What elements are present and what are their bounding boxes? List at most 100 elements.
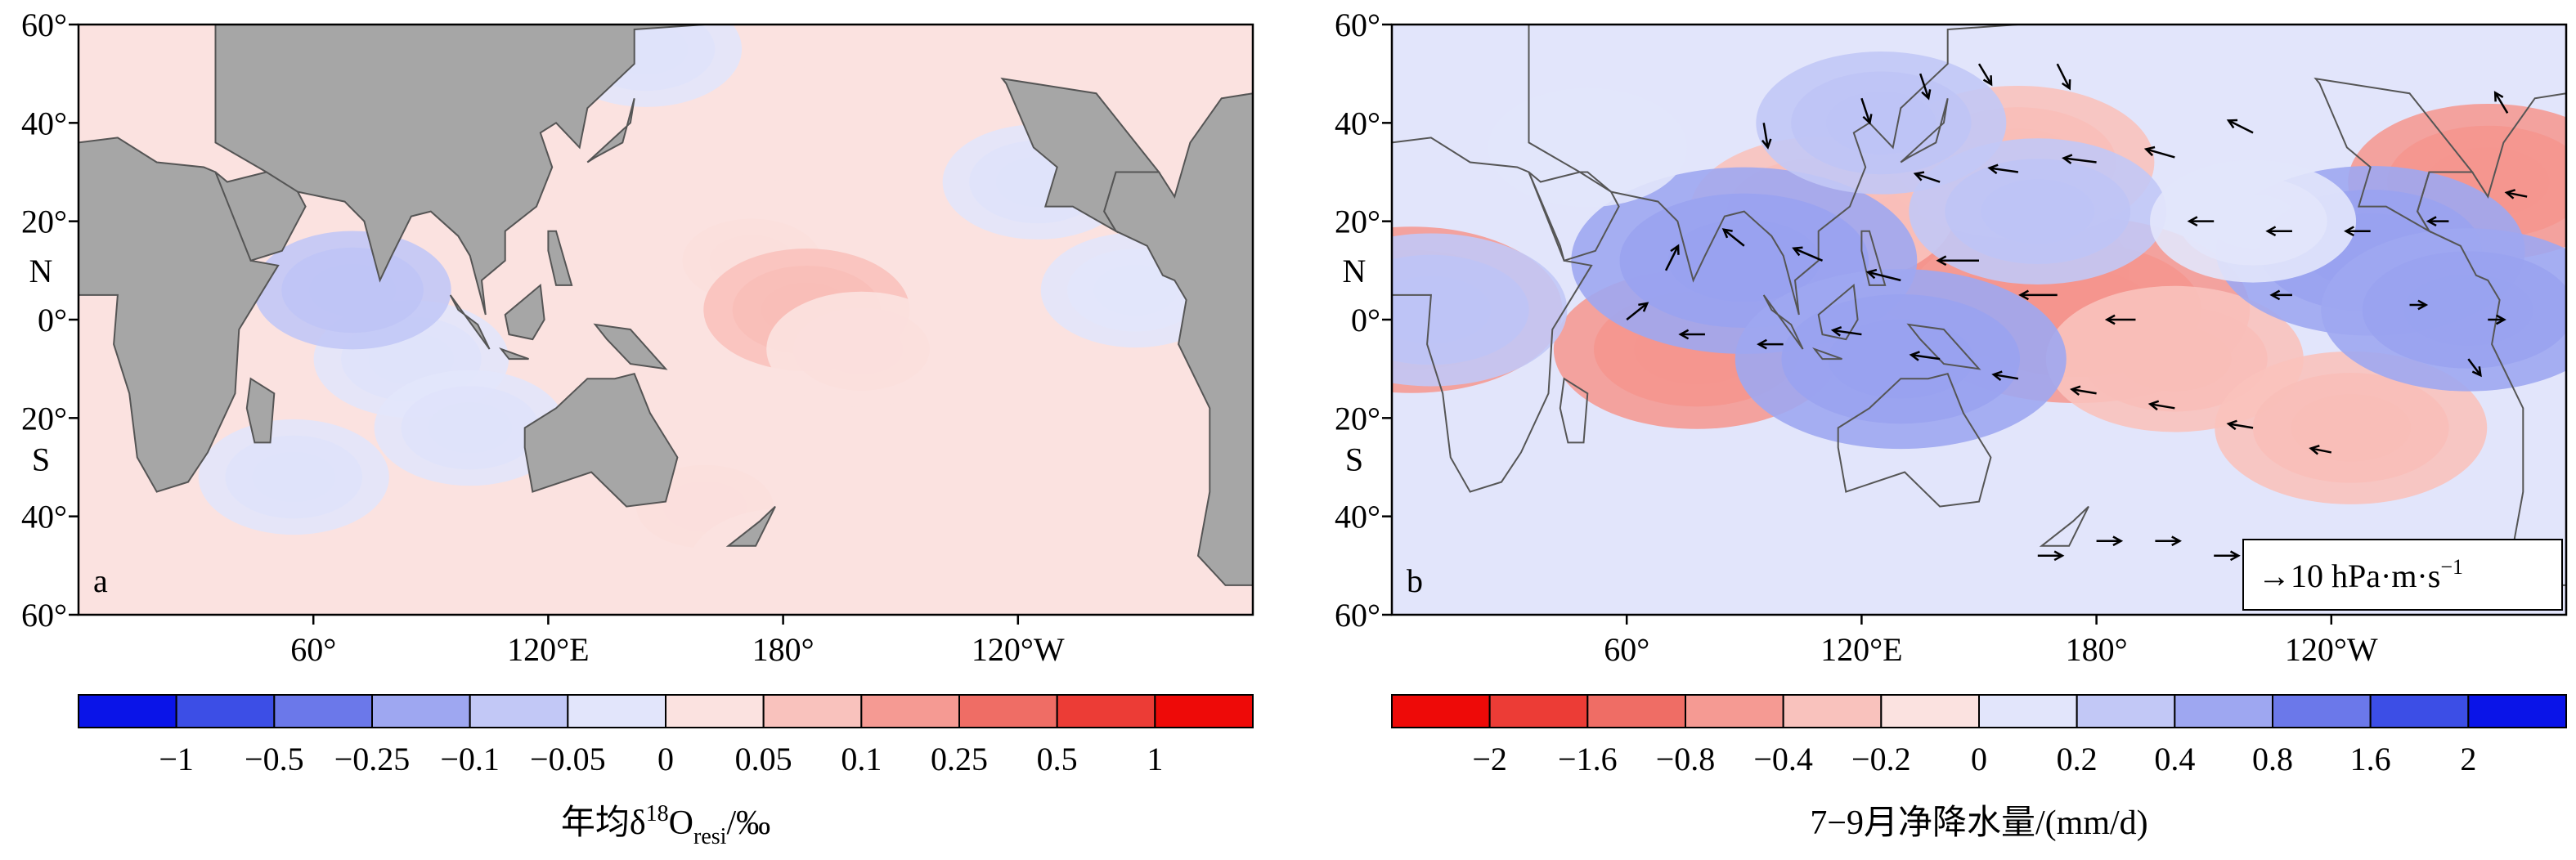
colorbar-tick-label: 0.1 <box>841 741 882 777</box>
lat-tick-label: 40° <box>21 499 67 535</box>
colorbar-tick-label: 2 <box>2460 741 2476 777</box>
flux-vector-head <box>2147 400 2160 411</box>
colorbar-swatch <box>1586 694 1687 728</box>
panel-letter: a <box>93 562 108 599</box>
caption-superscript: 18 <box>646 801 669 826</box>
coastline <box>1837 373 1992 508</box>
lat-hemisphere-n: N <box>1343 253 1367 289</box>
flux-vector-head <box>1991 370 2003 381</box>
flux-vector <box>2145 148 2175 159</box>
colorbar-tick-label: 1 <box>1147 741 1163 777</box>
colorbar-swatch <box>1880 694 1980 728</box>
flux-vector-head <box>1721 228 1733 239</box>
flux-vector-head <box>1761 138 1772 150</box>
flux-vector-head <box>1638 302 1649 312</box>
flux-vector <box>2071 388 2097 395</box>
colorbar-tick-label: −1.6 <box>1558 741 1618 777</box>
colorbar-tick-label: −0.25 <box>334 741 411 777</box>
flux-vector-head <box>2062 154 2073 164</box>
panel-letter: b <box>1407 562 1423 599</box>
flux-vector-head <box>2143 146 2156 157</box>
coastline <box>1392 137 1593 493</box>
coastline <box>586 98 635 163</box>
lon-tick-label: 60° <box>1604 631 1649 668</box>
coastline <box>2313 77 2475 234</box>
coastline <box>1762 294 1804 350</box>
flux-vector-head <box>2426 216 2437 227</box>
flux-vector <box>2228 119 2254 134</box>
anomaly-cell <box>1756 52 2007 195</box>
colorbar-tick-label: 0.25 <box>931 741 988 777</box>
flux-vector <box>2063 157 2097 163</box>
coastline <box>504 283 545 341</box>
coastline <box>1559 377 1589 444</box>
lon-tick-label: 120°W <box>2285 631 2378 668</box>
coastline <box>1817 283 1859 341</box>
flux-vector-head <box>2504 189 2516 199</box>
colorbar-swatch <box>2076 694 2176 728</box>
flux-vector <box>1723 228 1745 247</box>
colorbar-swatch <box>2467 694 2567 728</box>
lat-tick-label: 40° <box>1335 499 1380 535</box>
colorbar-tick-label: 0.4 <box>2154 741 2195 777</box>
flux-vector-head <box>2229 550 2241 562</box>
colorbar-swatch <box>860 694 961 728</box>
flux-vector <box>1989 167 2019 173</box>
flux-vector-head <box>1678 329 1690 340</box>
anomaly-cell <box>198 419 389 535</box>
flux-vector-head <box>2053 550 2065 562</box>
coastline <box>547 230 573 286</box>
lat-tick-label: 40° <box>21 105 67 141</box>
colorbar-tick-label: −0.8 <box>1656 741 1716 777</box>
colorbar-tick-label: −0.5 <box>245 741 304 777</box>
lat-tick-label: 20° <box>21 204 67 240</box>
flux-vector <box>1833 329 1862 336</box>
colorbar-tick-label: 0 <box>1971 741 1987 777</box>
flux-vector <box>2506 191 2528 198</box>
coastline <box>523 373 679 508</box>
colorbar-tick-label: −2 <box>1472 741 1507 777</box>
coastline <box>2039 505 2089 547</box>
flux-vector-head <box>2226 119 2238 129</box>
flux-vector-head <box>1757 338 1767 350</box>
flux-vector-head <box>1982 75 1993 87</box>
flux-vector-head <box>1913 171 1925 181</box>
flux-vector-head <box>2265 226 2277 237</box>
flux-vector-head <box>2496 314 2506 325</box>
lon-tick-label: 120°W <box>972 631 1065 668</box>
colorbar-swatch <box>2369 694 2470 728</box>
lat-tick-label: 40° <box>1335 105 1380 141</box>
lat-tick-label: 60° <box>21 7 67 43</box>
lon-tick-label: 60° <box>290 631 336 668</box>
anomaly-cell <box>689 508 877 615</box>
colorbar-swatch <box>78 694 177 728</box>
colorbar-caption: 7−9月净降水量/(mm/d) <box>1810 804 2147 842</box>
anomaly-cell <box>1735 269 2067 450</box>
anomaly-cell <box>766 291 957 407</box>
coastline <box>1528 25 2566 316</box>
flux-vector-head <box>1862 114 1873 125</box>
flux-vector <box>1910 353 1941 361</box>
lat-hemisphere-s: S <box>1345 441 1363 478</box>
colorbar-swatch <box>1154 694 1254 728</box>
flux-vector-head <box>2061 79 2071 91</box>
caption-element: O <box>669 804 693 842</box>
flux-vector <box>1867 271 1901 282</box>
flux-vector-head <box>1792 246 1803 257</box>
colorbar-tick-label: 0.2 <box>2057 741 2098 777</box>
flux-vector-head <box>2171 535 2183 547</box>
colorbar-swatch <box>1391 694 1491 728</box>
caption-unit: /‰ <box>726 804 770 842</box>
flux-vector <box>1914 172 1941 183</box>
flux-vector-head <box>2070 385 2081 396</box>
coastline <box>214 25 1253 316</box>
lat-tick-label: 60° <box>1335 7 1380 43</box>
colorbar-tick-label: 0.8 <box>2252 741 2293 777</box>
flux-vector-head <box>2269 289 2281 301</box>
anomaly-cell <box>1488 87 1687 208</box>
anomaly-cell <box>254 231 451 350</box>
flux-vector-head <box>2309 444 2320 455</box>
flux-vector-head <box>2226 419 2237 431</box>
colorbar-swatch <box>1978 694 2078 728</box>
flux-vector-head <box>1830 326 1842 337</box>
